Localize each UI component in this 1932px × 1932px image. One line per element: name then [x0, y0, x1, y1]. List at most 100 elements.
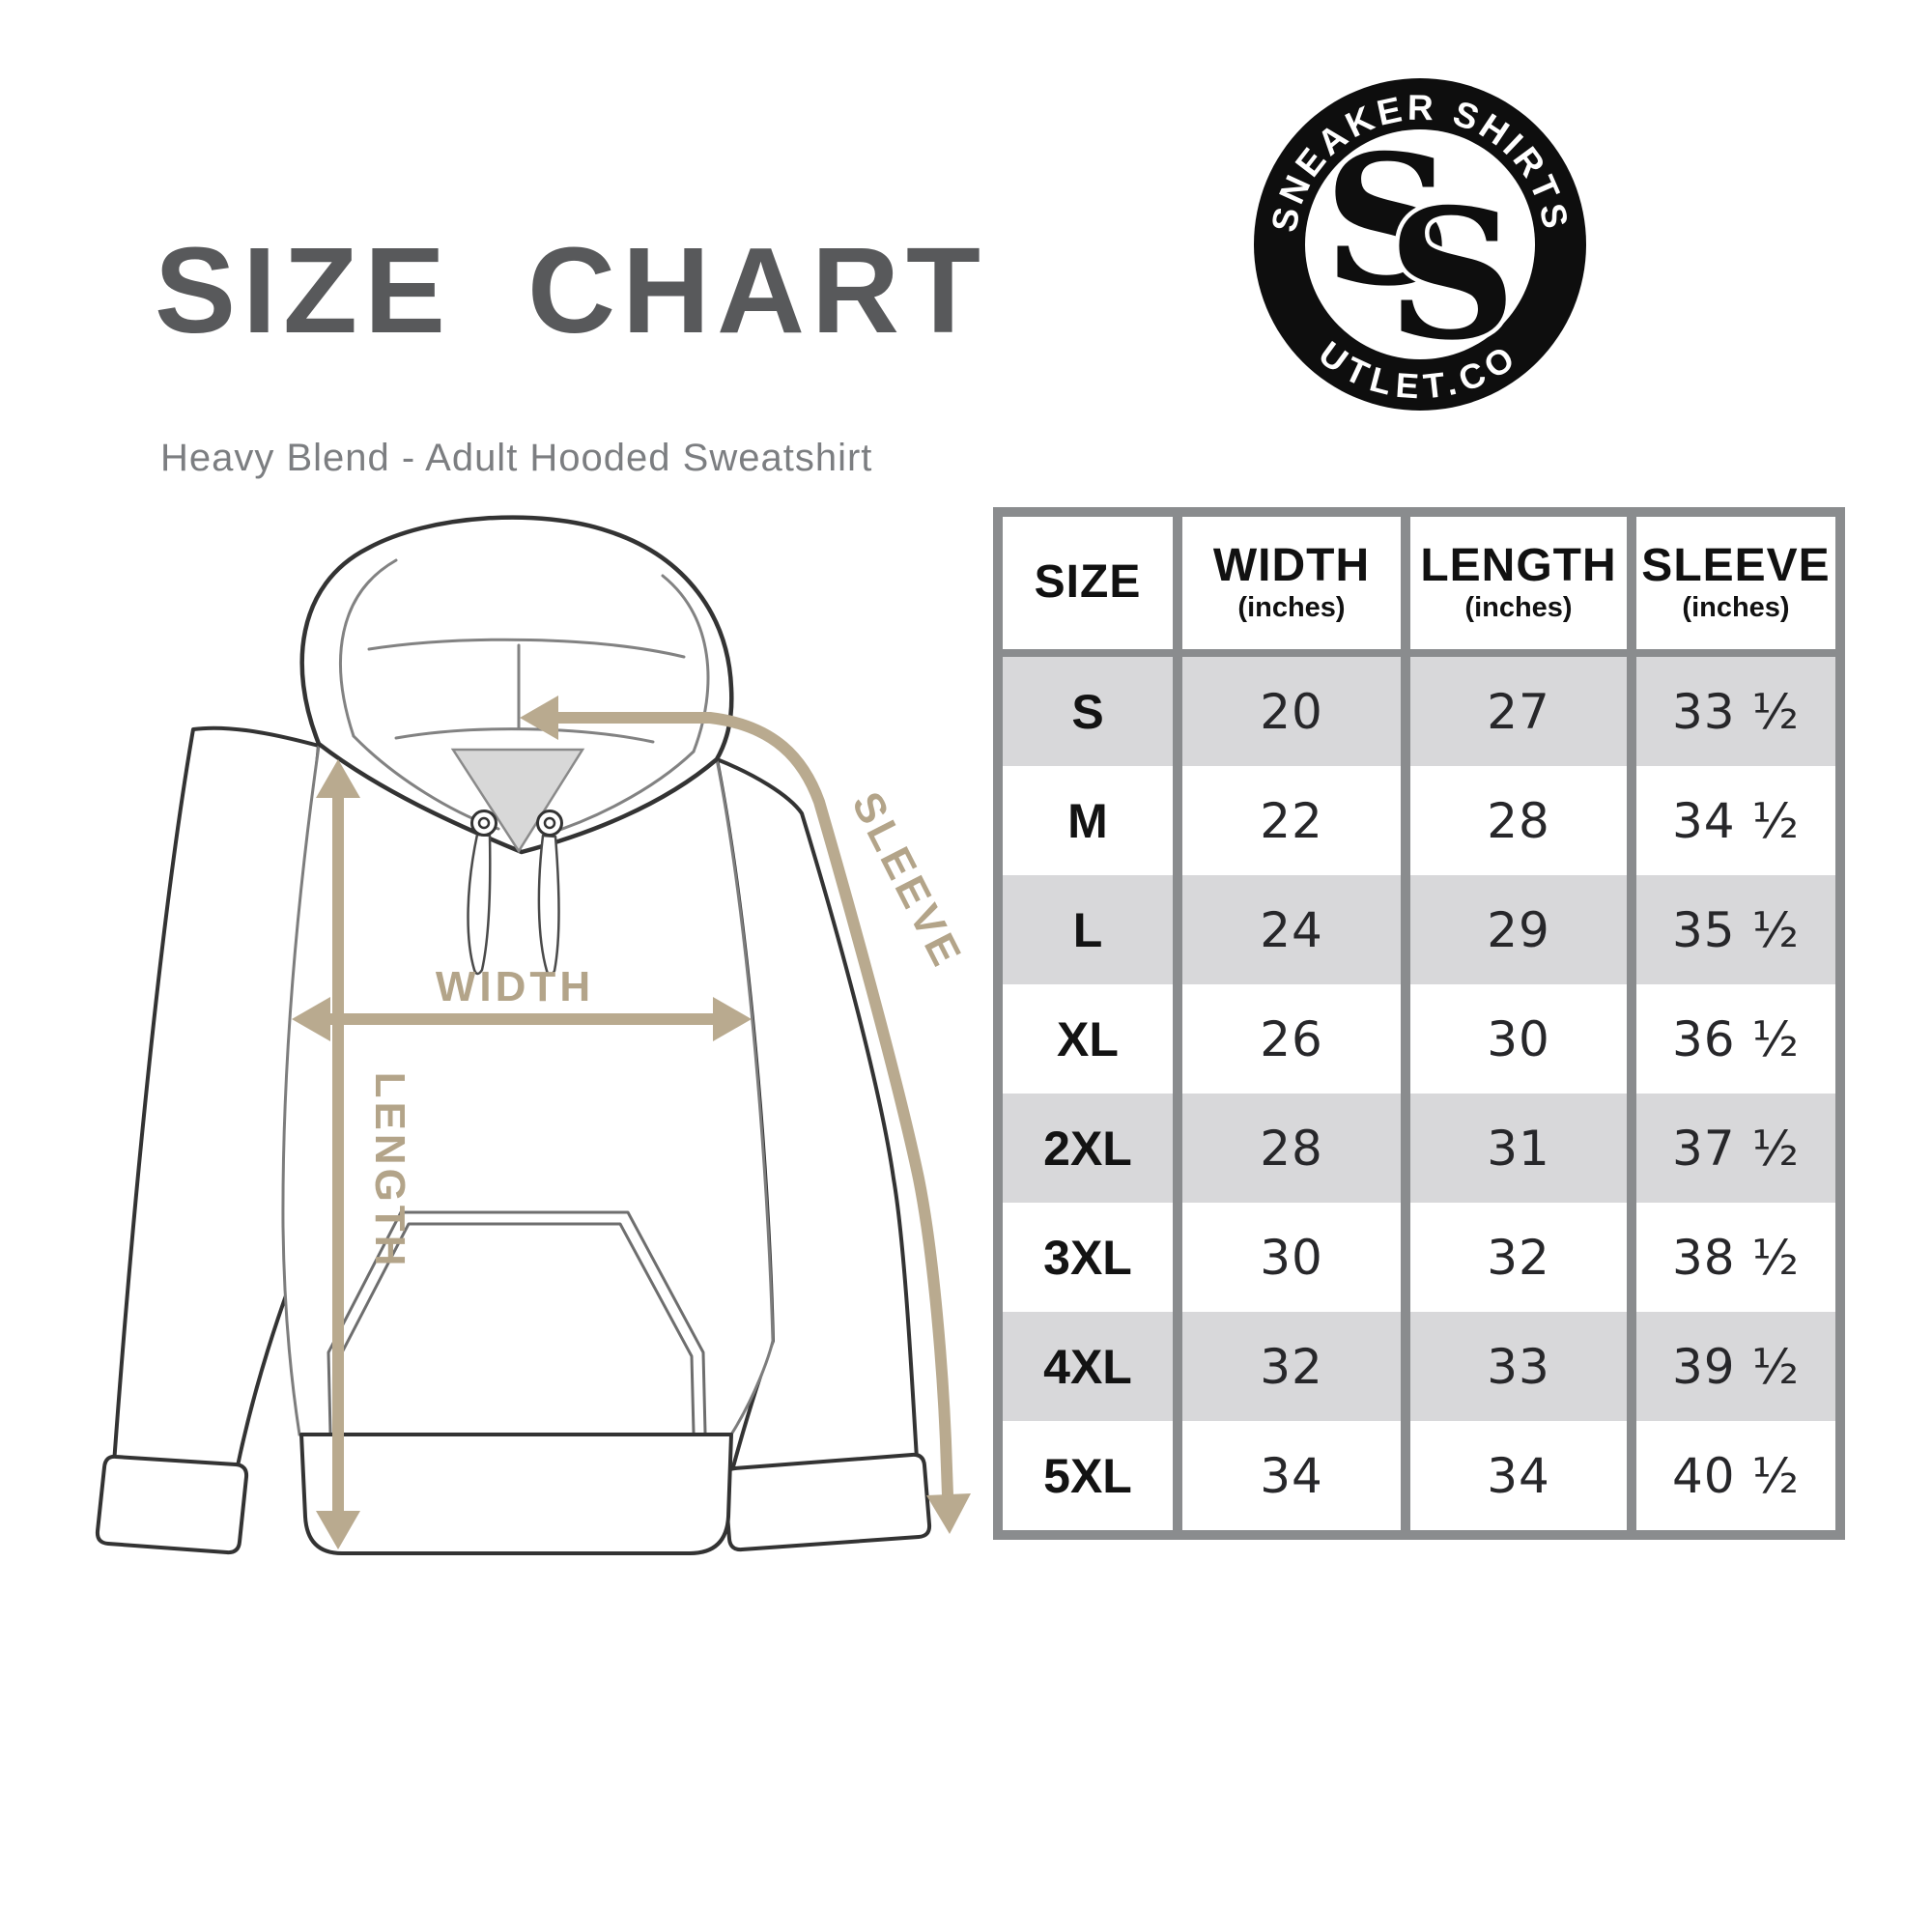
monogram-s2: S: [1387, 169, 1517, 380]
hood: [299, 515, 734, 855]
table-row-4xl-sleeve: 39 ½: [1627, 1312, 1835, 1421]
table-row-4xl-width: 32: [1173, 1312, 1401, 1421]
width-value: 30: [1260, 1229, 1323, 1286]
badge-inner-circle: [1305, 129, 1535, 359]
table-row-m-size: M: [1003, 766, 1173, 875]
table-row-4xl-size: 4XL: [1003, 1312, 1173, 1421]
table-row-xl-size: XL: [1003, 984, 1173, 1094]
size-value: 5XL: [1043, 1448, 1132, 1503]
sleeve-value: 35 ½: [1672, 901, 1800, 958]
width-value: 32: [1260, 1338, 1323, 1395]
col-header-length: LENGTH (inches): [1401, 517, 1627, 657]
drawstring-left: [467, 833, 492, 976]
table-row-m-width: 22: [1173, 766, 1401, 875]
table-row-l-size: L: [1003, 875, 1173, 984]
length-value: 33: [1487, 1338, 1550, 1395]
table-row-4xl-length: 33: [1401, 1312, 1627, 1421]
col-header-sleeve-label: SLEEVE: [1641, 539, 1831, 591]
sleeve-value: 33 ½: [1672, 683, 1800, 740]
eyelet-right-hole: [543, 816, 556, 830]
table-row-3xl-sleeve: 38 ½: [1627, 1203, 1835, 1312]
hood-lining-left: [339, 558, 398, 738]
sleeve-arrow-shaft: [539, 712, 953, 1496]
length-value: 27: [1487, 683, 1550, 740]
table-row-s-size: S: [1003, 657, 1173, 766]
hem-band: [299, 1433, 733, 1555]
col-header-sleeve: SLEEVE (inches): [1627, 517, 1835, 657]
table-row-2xl-length: 31: [1401, 1094, 1627, 1203]
size-value: XL: [1057, 1011, 1119, 1066]
length-arrowhead-top: [316, 759, 360, 798]
width-value: 22: [1260, 792, 1323, 849]
neck-triangle: [450, 748, 585, 854]
length-value: 31: [1487, 1120, 1550, 1177]
table-row-m-sleeve: 34 ½: [1627, 766, 1835, 875]
width-arrowhead-left: [292, 997, 330, 1041]
table-row-xl-sleeve: 36 ½: [1627, 984, 1835, 1094]
col-header-width-unit: (inches): [1237, 592, 1346, 624]
pocket-outer: [327, 1210, 707, 1434]
col-header-length-label: LENGTH: [1420, 539, 1617, 591]
size-value: L: [1072, 902, 1103, 957]
sleeve-value: 40 ½: [1672, 1447, 1800, 1504]
size-value: M: [1067, 793, 1108, 848]
hood-fold-upper: [367, 638, 686, 659]
table-row-s-sleeve: 33 ½: [1627, 657, 1835, 766]
sleeve-arrowhead-top: [520, 696, 558, 740]
length-value: 29: [1487, 901, 1550, 958]
table-row-l-sleeve: 35 ½: [1627, 875, 1835, 984]
width-value: 24: [1260, 901, 1323, 958]
length-arrowhead-bottom: [316, 1511, 360, 1549]
sleeve-value: 37 ½: [1672, 1120, 1800, 1177]
table-row-2xl-width: 28: [1173, 1094, 1401, 1203]
page-title: SIZE CHART: [155, 222, 987, 358]
sleeve-value: 34 ½: [1672, 792, 1800, 849]
size-value: 4XL: [1043, 1339, 1132, 1394]
col-header-width: WIDTH (inches): [1173, 517, 1401, 657]
table-row-l-length: 29: [1401, 875, 1627, 984]
hood-fold-lower: [394, 727, 655, 744]
table-row-xl-length: 30: [1401, 984, 1627, 1094]
sleeve-value: 36 ½: [1672, 1010, 1800, 1067]
width-label: WIDTH: [436, 963, 594, 1010]
table-row-l-width: 24: [1173, 875, 1401, 984]
width-arrowhead-right: [713, 997, 752, 1041]
table-row-5xl-sleeve: 40 ½: [1627, 1421, 1835, 1530]
table-row-3xl-width: 30: [1173, 1203, 1401, 1312]
col-header-width-label: WIDTH: [1212, 539, 1371, 591]
table-row-5xl-width: 34: [1173, 1421, 1401, 1530]
col-header-size-label: SIZE: [1034, 556, 1142, 609]
size-table: SIZE WIDTH (inches) LENGTH (inches) SLEE…: [993, 507, 1845, 1540]
width-value: 26: [1260, 1010, 1323, 1067]
size-value: 3XL: [1043, 1230, 1132, 1285]
table-row-s-width: 20: [1173, 657, 1401, 766]
hoodie-diagram: WIDTH LENGTH SLEEVE: [95, 515, 972, 1555]
ss-monogram: S S: [1323, 115, 1520, 384]
col-header-sleeve-unit: (inches): [1682, 592, 1790, 624]
eyelet-left-hole: [477, 816, 491, 830]
table-row-xl-width: 26: [1173, 984, 1401, 1094]
sleeve-value: 38 ½: [1672, 1229, 1800, 1286]
table-row-3xl-size: 3XL: [1003, 1203, 1173, 1312]
col-header-size: SIZE: [1003, 517, 1173, 657]
drawstring-right: [537, 834, 560, 977]
table-row-m-length: 28: [1401, 766, 1627, 875]
length-label: LENGTH: [366, 1072, 413, 1270]
table-row-s-length: 27: [1401, 657, 1627, 766]
width-value: 28: [1260, 1120, 1323, 1177]
table-row-2xl-size: 2XL: [1003, 1094, 1173, 1203]
length-value: 28: [1487, 792, 1550, 849]
table-row-3xl-length: 32: [1401, 1203, 1627, 1312]
length-value: 30: [1487, 1010, 1550, 1067]
size-value: 2XL: [1043, 1121, 1132, 1176]
brand-badge: SNEAKER SHIRTS OUTLET.COM S S: [1254, 78, 1586, 411]
length-value: 34: [1487, 1447, 1550, 1504]
width-value: 20: [1260, 683, 1323, 740]
table-row-2xl-sleeve: 37 ½: [1627, 1094, 1835, 1203]
size-value: S: [1071, 684, 1104, 739]
hood-lining-right: [661, 574, 710, 753]
sleeve-arrowhead-bottom: [926, 1493, 971, 1534]
table-row-5xl-length: 34: [1401, 1421, 1627, 1530]
table-row-5xl-size: 5XL: [1003, 1421, 1173, 1530]
left-cuff: [95, 1454, 249, 1555]
